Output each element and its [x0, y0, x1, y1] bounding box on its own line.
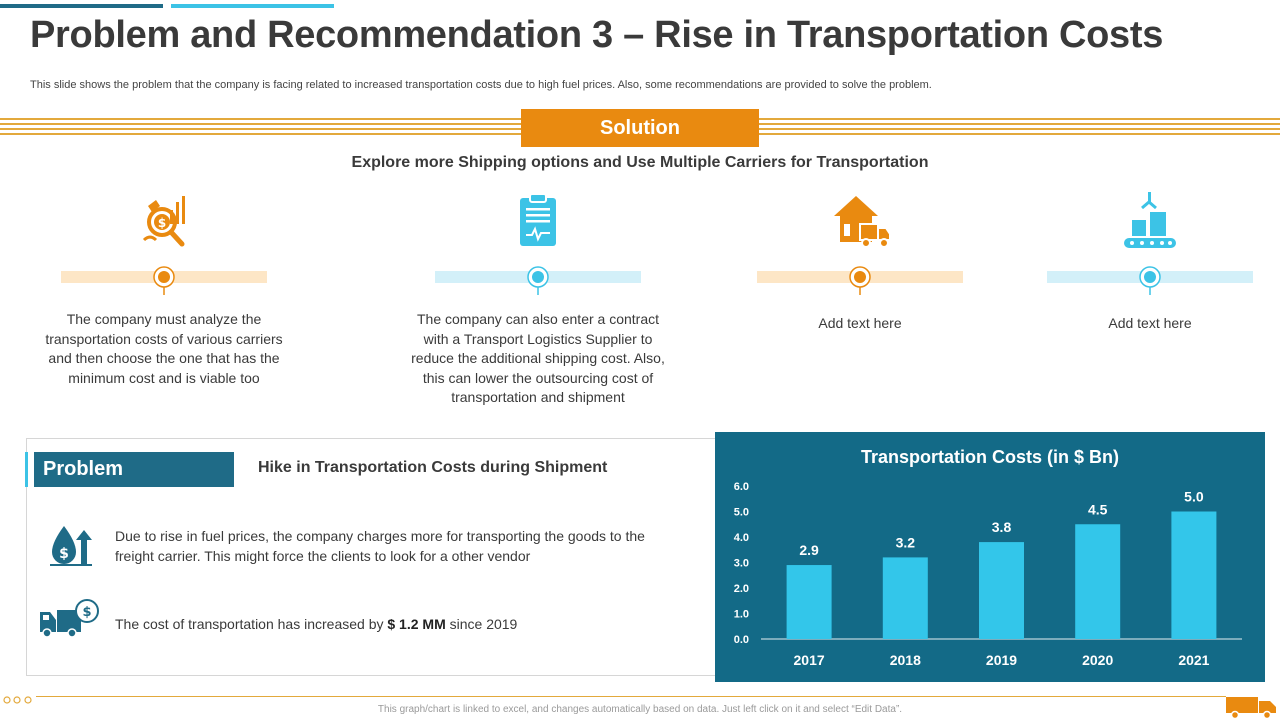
y-tick-label: 0.0	[734, 634, 749, 646]
bar-chart: 0.0 1.0 2.0 3.0 4.0 5.0 6.0 2.9 2017 3.2 2018 3.8 20…	[734, 481, 1242, 668]
x-tick-label: 2019	[986, 652, 1017, 668]
step-text: The company must analyze the transportat…	[45, 311, 283, 386]
conveyor-crane-icon	[1120, 190, 1180, 254]
solution-banner: Solution	[521, 109, 759, 147]
slide-title: Problem and Recommendation 3 – Rise in T…	[30, 14, 1164, 56]
step-marker	[148, 261, 180, 295]
issue-text-cost-before: The cost of transportation has increased…	[115, 616, 388, 632]
step-marker	[1134, 261, 1166, 295]
data-label: 3.8	[992, 519, 1012, 535]
x-tick-label: 2020	[1082, 652, 1113, 668]
footer-line	[36, 696, 1226, 697]
svg-text:$: $	[82, 605, 91, 620]
step-text: Add text here	[818, 315, 902, 331]
footer-dots	[3, 692, 37, 710]
slide-subtitle: This slide shows the problem that the co…	[30, 79, 932, 91]
x-tick-label: 2017	[794, 652, 825, 668]
step-marker	[522, 261, 554, 295]
step-marker	[844, 261, 876, 295]
footnote: This graph/chart is linked to excel, and…	[377, 704, 903, 715]
top-accent-bar-dark	[0, 4, 163, 8]
y-tick-label: 1.0	[734, 609, 749, 621]
issue-text-cost-highlight: $ 1.2 MM	[387, 616, 446, 632]
step-text: Add text here	[1108, 315, 1192, 331]
warehouse-truck-icon	[830, 190, 891, 254]
svg-text:$: $	[158, 216, 166, 230]
bar-2019	[979, 542, 1024, 639]
bar-2018	[882, 557, 928, 639]
data-label: 4.5	[1088, 501, 1108, 517]
x-tick-label: 2018	[890, 652, 921, 668]
issue-text-fuel: Due to rise in fuel prices, the company …	[115, 528, 645, 564]
data-label: 3.2	[896, 534, 916, 550]
y-tick-label: 5.0	[734, 507, 749, 519]
x-tick-label: 2021	[1178, 652, 1209, 668]
svg-text:$: $	[59, 546, 69, 562]
issue-text-cost-after: since 2019	[445, 616, 518, 632]
top-accent-bar-light	[171, 4, 334, 8]
y-tick-label: 6.0	[734, 481, 749, 493]
truck-dollar-icon: $	[38, 598, 102, 643]
bar-2017	[786, 565, 832, 639]
bar-2021	[1171, 511, 1217, 639]
issue-text-cost: The cost of transportation has increased…	[115, 615, 685, 635]
data-label: 2.9	[799, 542, 819, 558]
problem-accent-bar	[25, 452, 28, 487]
y-tick-label: 4.0	[734, 532, 749, 544]
solution-heading: Explore more Shipping options and Use Mu…	[351, 154, 929, 171]
chart-panel: Transportation Costs (in $ Bn) 0.0 1.0 2.0…	[715, 432, 1265, 682]
problem-heading: Hike in Transportation Costs during Ship…	[258, 459, 608, 476]
problem-label: Problem	[34, 452, 234, 487]
contract-icon	[508, 190, 568, 254]
y-tick-label: 2.0	[734, 583, 749, 595]
bar-2020	[1075, 524, 1121, 639]
fuel-price-rise-icon: $	[48, 524, 94, 573]
footer-truck-icon	[1226, 695, 1278, 720]
y-tick-label: 3.0	[734, 558, 749, 570]
data-label: 5.0	[1184, 489, 1204, 505]
chart-title: Transportation Costs (in $ Bn)	[860, 447, 1119, 467]
cost-analysis-icon: $	[134, 190, 194, 254]
step-text: The company can also enter a contract wi…	[411, 311, 665, 405]
